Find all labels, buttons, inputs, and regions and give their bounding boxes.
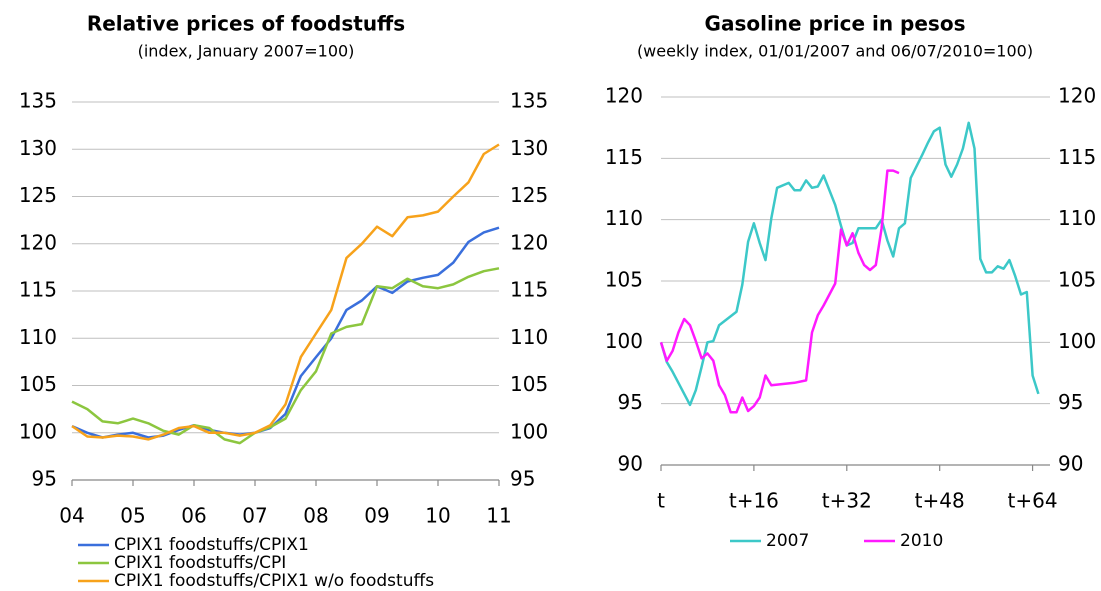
y2-tick-label: 110 <box>510 325 548 349</box>
y2-tick-label: 135 <box>510 89 548 113</box>
data-line <box>659 169 900 414</box>
x-tick-label: 07 <box>242 504 267 528</box>
y-tick-label: 130 <box>19 136 57 160</box>
x-tick-label: 09 <box>364 504 389 528</box>
y2-tick-label: 100 <box>510 419 548 443</box>
x-tick-label: 05 <box>120 504 145 528</box>
y2-tick-label: 120 <box>510 230 548 254</box>
y2-tick-label: 115 <box>1058 145 1096 169</box>
y2-tick-label: 130 <box>510 136 548 160</box>
x-tick-label: t+64 <box>1008 489 1058 513</box>
data-line <box>71 226 500 439</box>
y-tick-label: 90 <box>618 452 643 476</box>
y2-tick-label: 95 <box>1058 390 1083 414</box>
y2-tick-label: 110 <box>1058 206 1096 230</box>
legend-label: 2007 <box>766 531 809 551</box>
y-tick-label: 105 <box>19 372 57 396</box>
legend-label: CPIX1 foodstuffs/CPIX1 <box>114 535 309 555</box>
y-tick-label: 115 <box>19 278 57 302</box>
chart-subtitle: (index, January 2007=100) <box>138 42 355 61</box>
data-line <box>659 121 1040 407</box>
x-tick-label: t+16 <box>729 489 779 513</box>
chart-title: Relative prices of foodstuffs <box>87 12 405 36</box>
y-tick-label: 100 <box>19 419 57 443</box>
y-tick-label: 115 <box>605 145 643 169</box>
x-tick-label: t+48 <box>915 489 965 513</box>
y2-tick-label: 125 <box>510 183 548 207</box>
y-tick-label: 100 <box>605 329 643 353</box>
y2-tick-label: 100 <box>1058 329 1096 353</box>
x-tick-label: 06 <box>181 504 206 528</box>
x-tick-label: t+32 <box>822 489 872 513</box>
data-line <box>71 143 500 441</box>
y-tick-label: 120 <box>19 230 57 254</box>
y-tick-label: 135 <box>19 89 57 113</box>
y-tick-label: 105 <box>605 268 643 292</box>
y2-tick-label: 120 <box>1058 84 1096 108</box>
legend-label: 2010 <box>900 531 943 551</box>
y2-tick-label: 115 <box>510 278 548 302</box>
y2-tick-label: 105 <box>1058 268 1096 292</box>
y-tick-label: 125 <box>19 183 57 207</box>
x-tick-label: 11 <box>486 504 511 528</box>
legend-label: CPIX1 foodstuffs/CPI <box>114 553 286 573</box>
y2-tick-label: 95 <box>510 467 535 491</box>
chart-title: Gasoline price in pesos <box>705 12 966 36</box>
legend-label: CPIX1 foodstuffs/CPIX1 w/o foodstuffs <box>114 571 434 591</box>
x-tick-label: 10 <box>425 504 450 528</box>
y-tick-label: 95 <box>618 390 643 414</box>
y-tick-label: 110 <box>605 206 643 230</box>
y-tick-label: 120 <box>605 84 643 108</box>
x-tick-label: 04 <box>59 504 84 528</box>
y2-tick-label: 105 <box>510 372 548 396</box>
y-tick-label: 95 <box>32 467 57 491</box>
y-tick-label: 110 <box>19 325 57 349</box>
x-tick-label: t <box>657 489 665 513</box>
data-line <box>71 267 500 445</box>
chart-subtitle: (weekly index, 01/01/2007 and 06/07/2010… <box>637 42 1033 61</box>
y2-tick-label: 90 <box>1058 452 1083 476</box>
x-tick-label: 08 <box>303 504 328 528</box>
